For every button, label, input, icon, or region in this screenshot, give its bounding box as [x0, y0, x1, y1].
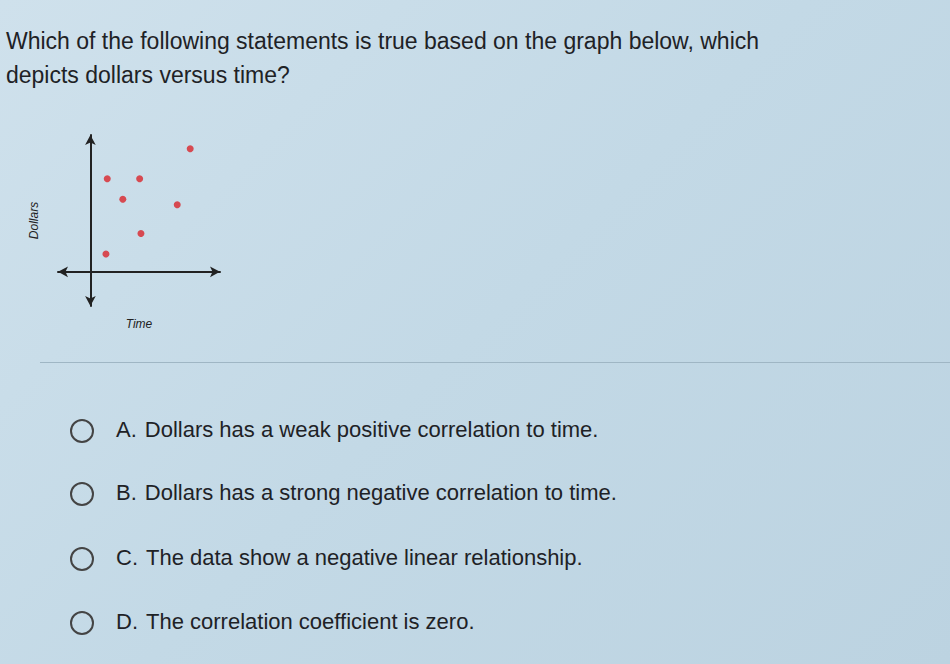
html-text:D. The correlation coefficient: D. The correlation coefficient is zero. [116, 609, 475, 634]
html-text:A. Dollars has a weak positive: A. Dollars has a weak positive correlati… [116, 417, 599, 442]
html-text:C. The data show a negative li: C. The data show a negative linear relat… [116, 545, 583, 570]
svg-text:Dollars: Dollars [27, 202, 41, 239]
html-text:Which of the following stateme: Which of the following statements is tru… [6, 28, 759, 54]
html-text:B. Dollars has a strong negati: B. Dollars has a strong negative correla… [116, 480, 617, 505]
html-text:depicts dollars versus time?: depicts dollars versus time? [6, 62, 290, 88]
svg-text:Time: Time [126, 317, 153, 331]
